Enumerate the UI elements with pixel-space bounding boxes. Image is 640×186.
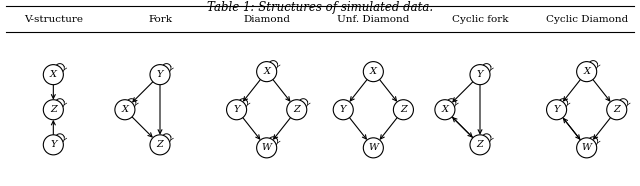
Text: Diamond: Diamond	[243, 15, 290, 24]
Circle shape	[470, 135, 490, 155]
Text: Y: Y	[477, 70, 483, 79]
Text: Y: Y	[234, 105, 240, 114]
Circle shape	[150, 135, 170, 155]
Text: Cyclic Diamond: Cyclic Diamond	[545, 15, 628, 24]
Text: Z: Z	[613, 105, 620, 114]
Circle shape	[394, 100, 413, 120]
Text: X: X	[263, 67, 270, 76]
Text: W: W	[582, 143, 591, 152]
Circle shape	[257, 138, 276, 158]
Text: X: X	[370, 67, 377, 76]
Text: Unf. Diamond: Unf. Diamond	[337, 15, 410, 24]
Text: X: X	[583, 67, 590, 76]
Text: Z: Z	[293, 105, 300, 114]
Circle shape	[287, 100, 307, 120]
Text: Y: Y	[50, 140, 56, 149]
Text: Z: Z	[400, 105, 407, 114]
Text: Cyclic fork: Cyclic fork	[452, 15, 508, 24]
Text: Z: Z	[50, 105, 57, 114]
Text: W: W	[262, 143, 271, 152]
Circle shape	[364, 138, 383, 158]
Text: Table 1: Structures of simulated data.: Table 1: Structures of simulated data.	[207, 1, 433, 14]
Text: X: X	[442, 105, 449, 114]
Circle shape	[150, 65, 170, 85]
Circle shape	[577, 62, 596, 82]
Text: Z: Z	[157, 140, 163, 149]
Circle shape	[547, 100, 566, 120]
Text: Fork: Fork	[148, 15, 172, 24]
Circle shape	[470, 65, 490, 85]
Text: Z: Z	[477, 140, 483, 149]
Circle shape	[44, 135, 63, 155]
Circle shape	[364, 62, 383, 82]
Circle shape	[435, 100, 455, 120]
Circle shape	[333, 100, 353, 120]
Circle shape	[115, 100, 135, 120]
Circle shape	[44, 65, 63, 85]
Text: Y: Y	[554, 105, 560, 114]
Text: V-structure: V-structure	[24, 15, 83, 24]
Circle shape	[607, 100, 627, 120]
Text: Y: Y	[340, 105, 346, 114]
Text: X: X	[50, 70, 57, 79]
Circle shape	[577, 138, 596, 158]
Text: Y: Y	[157, 70, 163, 79]
Circle shape	[44, 100, 63, 120]
Circle shape	[227, 100, 246, 120]
Text: W: W	[369, 143, 378, 152]
Circle shape	[257, 62, 276, 82]
Text: X: X	[122, 105, 129, 114]
